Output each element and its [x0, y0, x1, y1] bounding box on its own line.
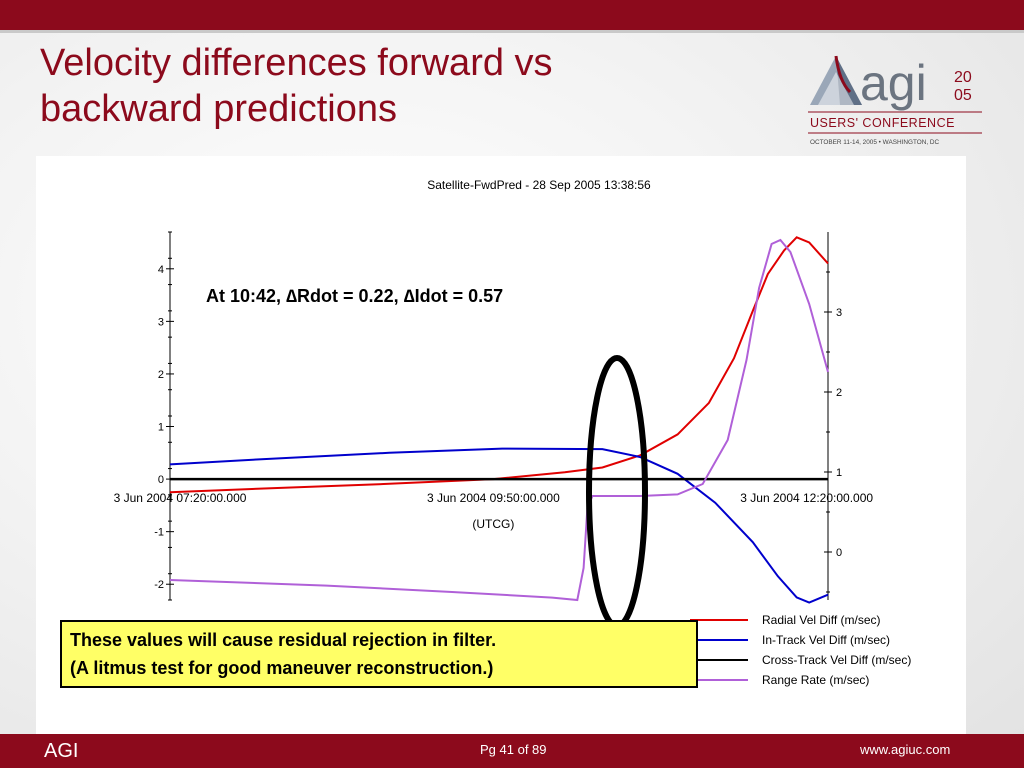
- callout-box: These values will cause residual rejecti…: [60, 620, 698, 688]
- logo-line2: OCTOBER 11-14, 2005 • WASHINGTON, DC: [810, 139, 940, 146]
- y-tick-label-right: 3: [836, 307, 842, 319]
- chart-annotation: At 10:42, ∆Rdot = 0.22, ∆Idot = 0.57: [206, 286, 504, 306]
- callout-line-2: (A litmus test for good maneuver reconst…: [70, 658, 494, 678]
- legend-label: Range Rate (m/sec): [762, 673, 869, 687]
- x-tick-label: 3 Jun 2004 12:20:00.000: [740, 491, 873, 505]
- top-divider: [0, 30, 1024, 33]
- logo-word: agi: [860, 55, 927, 111]
- agi-logo-mark-icon: [810, 55, 862, 105]
- y-tick-label-left: 2: [158, 369, 164, 381]
- chart-title: Satellite-FwdPred - 28 Sep 2005 13:38:56: [427, 178, 651, 192]
- x-tick-label: 3 Jun 2004 07:20:00.000: [114, 491, 247, 505]
- y-tick-label-left: -1: [154, 527, 164, 539]
- y-tick-label-left: -2: [154, 579, 164, 591]
- y-tick-label-left: 1: [158, 422, 164, 434]
- bottom-banner: [0, 734, 1024, 768]
- y-tick-label-right: 1: [836, 467, 842, 479]
- y-tick-label-left: 0: [158, 474, 164, 486]
- legend-label: In-Track Vel Diff (m/sec): [762, 633, 890, 647]
- agi-logo: agi 20 05 USERS' CONFERENCE OCTOBER 11-1…: [808, 55, 982, 146]
- legend-label: Cross-Track Vel Diff (m/sec): [762, 653, 911, 667]
- page-number: Pg 41 of 89: [480, 742, 547, 757]
- legend-label: Radial Vel Diff (m/sec): [762, 613, 880, 627]
- footer-brand: AGI: [44, 740, 79, 762]
- top-banner: [0, 0, 1024, 30]
- logo-line1: USERS' CONFERENCE: [810, 116, 955, 130]
- callout-line-1: These values will cause residual rejecti…: [70, 630, 497, 650]
- series-line-4: [169, 238, 829, 602]
- logo-year-top: 20: [954, 69, 972, 86]
- y-tick-label-right: 2: [836, 387, 842, 399]
- y-tick-label-left: 3: [158, 316, 164, 328]
- y-tick-label-left: 4: [158, 264, 164, 276]
- slide-title: Velocity differences forward vs backward…: [40, 42, 553, 130]
- footer-url[interactable]: www.agiuc.com: [860, 742, 951, 757]
- highlight-ellipse: [586, 355, 648, 629]
- x-axis-label: (UTCG): [472, 517, 514, 531]
- series-line-1: [169, 236, 829, 494]
- series-line-2: [169, 447, 829, 604]
- y-tick-label-right: 0: [836, 547, 842, 559]
- x-tick-label: 3 Jun 2004 09:50:00.000: [427, 491, 560, 505]
- logo-year-bottom: 05: [954, 87, 972, 104]
